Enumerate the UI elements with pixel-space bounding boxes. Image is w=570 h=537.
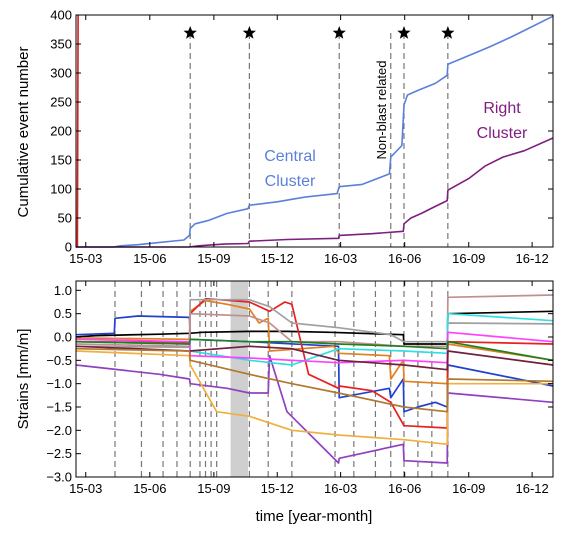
star-marker — [332, 26, 346, 39]
y-tick-label: 200 — [50, 124, 72, 139]
x-tick-label: 15-12 — [261, 251, 294, 266]
x-axis-label: time [year-month] — [256, 508, 373, 525]
y-tick-label: −2.0 — [46, 423, 72, 438]
series-line — [75, 297, 554, 429]
bottom-y-ticks: 1.0 0.5 0.0 −0.5 −1.0 −1.5 −2.0 −2.5 −3.0 — [46, 283, 553, 485]
y-tick-label: −1.5 — [46, 400, 72, 415]
series-line — [75, 315, 554, 413]
annotation-right-line1: Right — [483, 100, 521, 117]
x-tick-label: 15-12 — [261, 481, 294, 496]
annotation-non-blast: Non-blast related — [374, 61, 389, 160]
annotation-right-line2: Cluster — [477, 125, 528, 142]
series-line — [76, 15, 554, 248]
top-panel: 0 50 100 150 200 250 300 350 400 15-03 15-06 15-09… — [15, 8, 554, 266]
x-tick-label: 15-06 — [133, 481, 166, 496]
x-tick-label: 15-09 — [197, 251, 230, 266]
series-line — [75, 350, 553, 446]
x-tick-label: 16-12 — [515, 251, 548, 266]
y-tick-label: 350 — [50, 37, 72, 52]
series-line — [75, 345, 554, 371]
x-tick-label: 16-09 — [452, 481, 485, 496]
top-x-ticks: 15-03 15-06 15-09 15-12 16-03 16-06 16-09 16-12 — [69, 15, 549, 266]
top-y-axis-label: Cumulative event number — [15, 47, 32, 218]
series-line — [75, 338, 554, 362]
x-tick-label: 16-03 — [324, 251, 357, 266]
y-tick-label: 0 — [65, 240, 72, 255]
y-tick-label: 1.0 — [54, 283, 72, 298]
y-tick-label: 100 — [50, 182, 72, 197]
x-tick-label: 15-09 — [197, 481, 230, 496]
shaded-region — [230, 281, 248, 477]
y-tick-label: −1.0 — [46, 376, 72, 391]
x-tick-label: 15-03 — [69, 251, 102, 266]
series-line — [75, 347, 554, 413]
x-tick-label: 15-06 — [133, 251, 166, 266]
series-line — [76, 137, 554, 248]
y-tick-label: 0.0 — [54, 330, 72, 345]
x-tick-label: 16-09 — [452, 251, 485, 266]
annotation-central-line2: Cluster — [265, 173, 316, 190]
x-tick-label: 16-06 — [388, 251, 421, 266]
y-tick-label: 250 — [50, 95, 72, 110]
bottom-panel: 1.00.50.0−0.5−1.0−1.5−2.0−2.5−3.0 15-03 1… — [15, 280, 554, 525]
star-marker — [397, 26, 411, 39]
top-stars — [183, 26, 455, 39]
x-tick-label: 15-03 — [69, 481, 102, 496]
annotation-central-line1: Central — [264, 148, 316, 165]
series-line — [75, 354, 554, 464]
x-tick-label: 16-03 — [324, 481, 357, 496]
bottom-series-group — [75, 294, 554, 464]
x-tick-label: 16-06 — [388, 481, 421, 496]
y-tick-label: 50 — [58, 211, 72, 226]
y-tick-label: 400 — [50, 8, 72, 23]
star-marker — [183, 26, 197, 39]
bottom-x-ticks: 15-03 15-06 15-09 15-12 16-03 16-06 16-09 16-12 — [69, 281, 549, 496]
y-tick-label: 150 — [50, 153, 72, 168]
y-tick-label: −0.5 — [46, 353, 72, 368]
y-tick-label: −3.0 — [46, 470, 72, 485]
top-y-ticks: 0 50 100 150 200 250 300 350 400 — [50, 8, 553, 255]
y-tick-label: 0.5 — [54, 306, 72, 321]
star-marker — [242, 26, 256, 39]
x-tick-label: 16-12 — [515, 481, 548, 496]
bottom-y-axis-label: Strains [mm/m] — [15, 329, 32, 430]
y-tick-label: 300 — [50, 66, 72, 81]
y-tick-label: −2.5 — [46, 446, 72, 461]
star-marker — [441, 26, 455, 39]
